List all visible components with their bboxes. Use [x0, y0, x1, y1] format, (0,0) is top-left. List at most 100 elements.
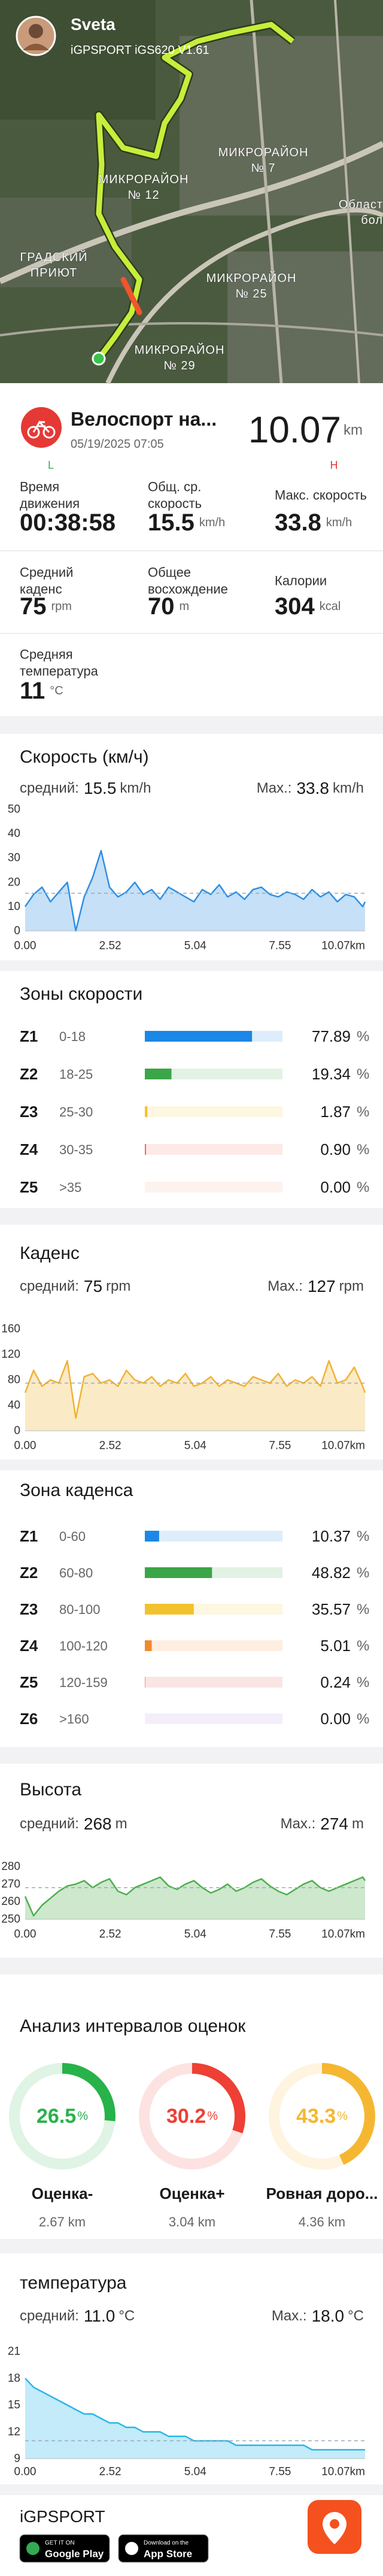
zone-unit-part: % — [357, 1104, 369, 1120]
store-badge[interactable] — [19, 2534, 110, 2563]
zone-unit: % — [357, 1179, 369, 1196]
stat-label: Средний — [20, 565, 73, 580]
stat-value: 15.5 km/h — [148, 509, 225, 536]
chart-title-part: Скорость (км/ч) — [20, 747, 149, 767]
zone-unit: % — [357, 1066, 369, 1082]
chart-average-part: средний: — [20, 2308, 79, 2324]
map-label: МИКРОРАЙОН — [99, 172, 189, 186]
zone-name-part: Z3 — [20, 1600, 38, 1618]
stat-value-part: 11 — [20, 678, 45, 704]
zone-range: 100-120 — [59, 1639, 108, 1653]
x-tick-label: 7.55 — [269, 2466, 291, 2478]
grade-title: Анализ интервалов оценок — [20, 2016, 246, 2036]
grade-name: Оценка+ — [159, 2184, 224, 2202]
store-badge[interactable] — [118, 2534, 209, 2563]
chart-average-part: средний: — [20, 780, 79, 796]
zone-name-part: Z5 — [20, 1178, 38, 1196]
stat-value: 304 kcal — [275, 593, 341, 620]
stat-value-part: 70 — [148, 593, 175, 620]
map-label: МИКРОРАЙОН — [206, 271, 297, 285]
y-tick-label: 80 — [8, 1374, 20, 1386]
stat-value-part: 15.5 — [148, 509, 194, 536]
scale-gap — [326, 459, 342, 472]
zone-name-part: Z3 — [20, 1103, 38, 1121]
activity-title-part: Велоспорт на... — [71, 408, 217, 430]
x-tick-label: 10.07km — [321, 1928, 365, 1941]
zone-value-part: 19.34 — [312, 1065, 351, 1083]
activity-distance-part: km — [344, 422, 363, 438]
brand: iGPSPORT — [20, 2507, 105, 2526]
stat-value: 75 rpm — [20, 593, 72, 620]
zone-name: Z2 — [20, 1564, 38, 1582]
stat-label: Макс. скорость — [275, 488, 367, 503]
zone-value-part: 0.00 — [320, 1178, 351, 1196]
y-tick-label: 0 — [14, 1425, 20, 1437]
x-tick-label: 0.00 — [14, 940, 37, 952]
zone-unit-part: % — [357, 1601, 369, 1618]
zone-value-part: 48.82 — [312, 1564, 351, 1582]
chart-average-part: rpm — [106, 1278, 130, 1294]
zone-range-part: 0-18 — [59, 1029, 86, 1044]
area — [25, 2378, 365, 2459]
zone-unit: % — [357, 1638, 369, 1654]
x-tick-label: 5.04 — [184, 2466, 206, 2478]
stat-label: Общее — [148, 565, 191, 580]
zone-unit: % — [357, 1142, 369, 1158]
zone-range: 0-18 — [59, 1029, 86, 1044]
map — [0, 0, 383, 384]
badge-icon — [26, 2542, 39, 2555]
zone-value-part: 77.89 — [312, 1027, 351, 1045]
chart-average-part: 15.5 — [84, 779, 117, 797]
zone-bar — [145, 1031, 253, 1042]
zone-range: 0-60 — [59, 1529, 86, 1544]
zone-name-part: Z1 — [20, 1527, 38, 1545]
zone-range-part: >35 — [59, 1180, 81, 1195]
zone-range-part: 60-80 — [59, 1565, 93, 1580]
grade-distance-part: 3.04 km — [169, 2214, 215, 2229]
map-label: МИКРОРАЙОН — [135, 342, 225, 357]
chart-maximum-part: Max.: — [268, 1278, 303, 1294]
map-label: Област — [339, 198, 383, 211]
map-label: № 25 — [235, 287, 267, 301]
line — [24, 1360, 366, 1419]
chart-maximum-part: m — [352, 1816, 364, 1832]
badge-line: App Store — [144, 2548, 192, 2560]
app-icon[interactable] — [308, 2500, 361, 2554]
donut-value-part: 43.3 — [296, 2105, 336, 2128]
donut-value-part: % — [207, 2110, 218, 2123]
stat-value-part: °C — [50, 684, 63, 697]
zone-range-part: 0-60 — [59, 1529, 86, 1544]
zone-name: Z6 — [20, 1710, 38, 1728]
chart-average-part: средний: — [20, 1816, 79, 1832]
zone-track — [145, 1713, 282, 1724]
user-name-part: Sveta — [71, 15, 115, 34]
x-tick-label: 10.07km — [321, 940, 365, 952]
zone-value: 48.82 — [312, 1564, 351, 1582]
x-tick-label: 7.55 — [269, 1928, 291, 1941]
activity-date: 05/19/2025 07:05 — [71, 438, 164, 451]
zone-range: >160 — [59, 1712, 89, 1727]
zone-bar — [145, 1069, 172, 1079]
zone-unit-part: % — [357, 1674, 369, 1691]
zone-track — [145, 1106, 282, 1117]
zone-name: Z4 — [20, 1140, 38, 1158]
chart-maximum-part: °C — [348, 2308, 364, 2324]
zone-value-part: 1.87 — [320, 1103, 351, 1121]
chart-average: средний: 15.5 km/h — [20, 779, 151, 797]
donut-arc — [321, 2063, 375, 2165]
chart-maximum-part: Max.: — [281, 1816, 316, 1832]
y-tick-label: 120 — [1, 1348, 20, 1361]
zone-name: Z2 — [20, 1065, 38, 1083]
chart-maximum: Max.: 127 rpm — [268, 1277, 364, 1295]
zone-name: Z5 — [20, 1178, 38, 1196]
zone-unit: % — [357, 1528, 369, 1545]
stat-value-part: 33.8 — [275, 509, 321, 536]
area — [25, 851, 365, 931]
zone-range-part: 25-30 — [59, 1105, 93, 1119]
area — [25, 1361, 365, 1431]
scale-high-part: H — [330, 459, 338, 471]
zone-range-part: 120-159 — [59, 1675, 108, 1690]
stat-label: скорость — [148, 496, 202, 511]
zone-range: 30-35 — [59, 1142, 93, 1157]
zone-track — [145, 1182, 282, 1193]
